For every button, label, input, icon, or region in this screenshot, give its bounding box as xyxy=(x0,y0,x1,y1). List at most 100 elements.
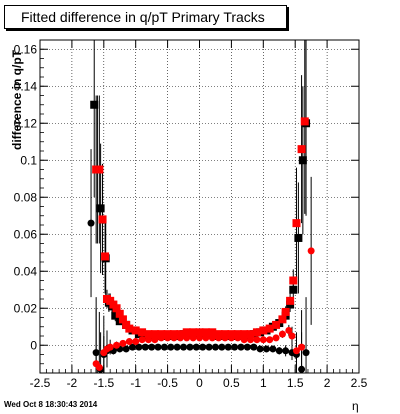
x-tick-label: -1.5 xyxy=(93,376,114,390)
y-tick-label: 0.16 xyxy=(14,42,38,56)
square-marker xyxy=(118,315,127,324)
square-marker xyxy=(240,330,249,339)
square-marker xyxy=(138,328,147,337)
circle-marker xyxy=(135,343,143,351)
circle-marker xyxy=(237,343,245,351)
circle-marker xyxy=(240,336,248,344)
grid-lines xyxy=(39,40,360,373)
data-points xyxy=(87,100,315,373)
circle-marker xyxy=(144,336,152,344)
circle-marker xyxy=(189,334,197,342)
circle-marker xyxy=(87,219,95,227)
square-marker xyxy=(214,330,223,339)
square-marker xyxy=(189,328,198,337)
circle-marker xyxy=(132,338,140,346)
circle-marker xyxy=(262,345,270,353)
square-marker xyxy=(294,233,303,242)
circle-marker xyxy=(183,334,191,342)
circle-marker xyxy=(167,343,175,351)
circle-marker xyxy=(247,336,255,344)
circle-marker xyxy=(192,343,200,351)
x-tick-label: 2.5 xyxy=(351,376,368,390)
y-tick-label: 0.12 xyxy=(14,116,38,130)
circle-marker xyxy=(234,334,242,342)
title-box: Fitted difference in q/pT Primary Tracks xyxy=(4,5,287,29)
circle-marker xyxy=(95,363,103,371)
circle-marker xyxy=(298,365,306,373)
circle-marker xyxy=(113,341,121,349)
circle-marker xyxy=(224,343,232,351)
square-marker xyxy=(125,324,134,333)
circle-marker xyxy=(157,334,165,342)
x-tick-label: 1.5 xyxy=(287,376,304,390)
circle-marker xyxy=(218,343,226,351)
circle-marker xyxy=(243,343,251,351)
square-marker xyxy=(281,307,290,316)
circle-marker xyxy=(253,336,261,344)
y-tick-label: 0.14 xyxy=(14,79,38,93)
circle-marker xyxy=(148,343,156,351)
circle-marker xyxy=(259,336,267,344)
chart-title: Fitted difference in q/pT Primary Tracks xyxy=(21,9,265,25)
square-marker xyxy=(265,324,274,333)
square-marker xyxy=(246,330,255,339)
circle-marker xyxy=(250,343,258,351)
circle-marker xyxy=(215,334,223,342)
x-axis-label: η xyxy=(352,399,359,413)
square-marker xyxy=(176,330,185,339)
x-tick-label: -1 xyxy=(130,376,141,390)
square-marker xyxy=(286,296,295,305)
square-marker xyxy=(182,328,191,337)
circle-marker xyxy=(125,338,133,346)
square-marker xyxy=(278,315,287,324)
y-tick-label: 0.04 xyxy=(14,264,38,278)
y-axis-ticks: 0 0.02 0.04 0.06 0.08 0.1 0.12 0.14 0.16 xyxy=(14,42,359,365)
x-tick-label: 0.5 xyxy=(223,376,240,390)
circle-marker xyxy=(176,334,184,342)
square-marker xyxy=(259,326,268,335)
square-marker xyxy=(195,328,204,337)
circle-marker xyxy=(266,336,274,344)
square-marker xyxy=(169,330,178,339)
circle-marker xyxy=(129,343,137,351)
y-tick-label: 0.1 xyxy=(20,153,37,167)
circle-marker xyxy=(180,343,188,351)
circle-marker xyxy=(282,347,290,355)
circle-marker xyxy=(154,343,162,351)
square-marker xyxy=(150,330,159,339)
square-marker xyxy=(252,328,261,337)
x-tick-label: 1 xyxy=(260,376,267,390)
square-marker xyxy=(163,330,172,339)
circle-marker xyxy=(186,343,194,351)
circle-marker xyxy=(221,334,229,342)
circle-marker xyxy=(292,347,300,355)
circle-marker xyxy=(92,349,100,357)
x-tick-label: -0.5 xyxy=(157,376,178,390)
square-marker xyxy=(221,330,230,339)
circle-marker xyxy=(298,343,306,351)
square-marker xyxy=(233,330,242,339)
square-marker xyxy=(208,328,217,337)
circle-marker xyxy=(141,343,149,351)
y-tick-label: 0.06 xyxy=(14,227,38,241)
square-marker xyxy=(95,165,104,174)
x-tick-label: -2 xyxy=(67,376,78,390)
circle-marker xyxy=(278,330,286,338)
circle-marker xyxy=(307,247,315,255)
circle-marker xyxy=(205,343,213,351)
circle-marker xyxy=(196,334,203,342)
square-marker xyxy=(101,252,110,261)
circle-marker xyxy=(272,334,280,342)
square-marker xyxy=(289,285,298,294)
circle-marker xyxy=(160,343,168,351)
square-marker xyxy=(111,311,120,320)
circle-marker xyxy=(151,336,159,344)
y-axis-label: difference in q/pT xyxy=(10,49,24,150)
x-axis-ticks: -2.5 -2 -1.5 -1 -0.5 0 0.5 1 1.5 2 2.5 xyxy=(30,40,368,390)
square-marker xyxy=(157,330,166,339)
circle-marker xyxy=(122,345,130,353)
circle-marker xyxy=(275,347,283,355)
square-marker xyxy=(297,145,306,154)
square-marker xyxy=(292,219,301,228)
square-marker xyxy=(300,117,309,126)
